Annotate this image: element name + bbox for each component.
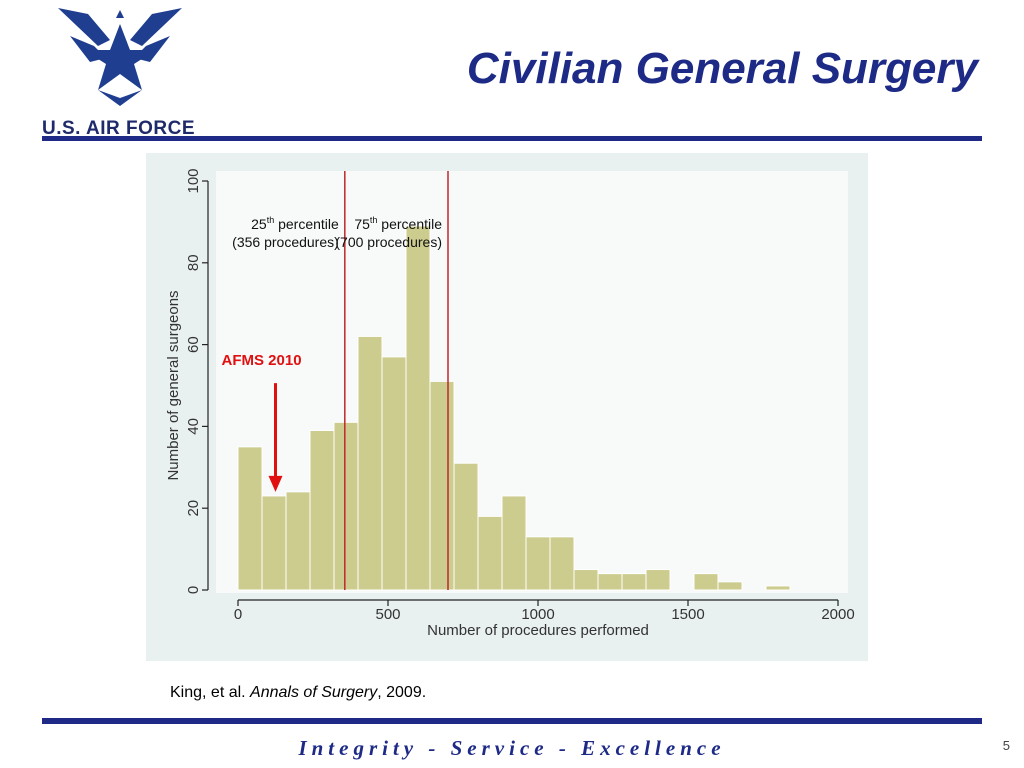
histogram-bar — [573, 569, 599, 591]
y-axis-label: Number of general surgeons — [165, 290, 182, 480]
percentile-value-label: (700 procedures) — [335, 234, 442, 250]
y-tick-label: 80 — [185, 254, 202, 271]
x-tick-label: 0 — [234, 606, 242, 623]
page-number: 5 — [1002, 738, 1010, 753]
histogram-bar — [237, 446, 263, 591]
citation-year: , 2009. — [377, 684, 427, 701]
citation-journal: Annals of Surgery — [250, 684, 378, 701]
histogram-chart: 25th percentile (356 procedures) 75th perc… — [165, 168, 855, 639]
percentile-value-label: (356 procedures) — [232, 234, 339, 250]
x-tick-label: 1500 — [671, 606, 704, 623]
histogram-bar — [429, 380, 455, 591]
histogram-bar — [765, 585, 791, 591]
percentile-label: 25th percentile — [251, 215, 339, 232]
x-tick-label: 500 — [375, 606, 400, 623]
air-force-wings-emblem-icon — [58, 8, 182, 106]
footer-motto: Integrity - Service - Excellence — [298, 736, 726, 760]
histogram-bar — [597, 573, 623, 591]
x-tick-label: 2000 — [821, 606, 854, 623]
percentile-label: 75th percentile — [354, 215, 442, 232]
footer-divider — [42, 718, 982, 724]
histogram-bar — [549, 536, 575, 591]
afms-arrow-head — [268, 475, 283, 492]
afms-annotation-label: AFMS 2010 — [222, 352, 302, 369]
histogram-bar — [501, 495, 527, 591]
histogram-bar — [261, 495, 287, 591]
x-tick-label: 1000 — [521, 606, 554, 623]
page-title: Civilian General Surgery — [466, 44, 978, 93]
y-tick-label: 0 — [185, 586, 202, 594]
y-tick-label: 40 — [185, 418, 202, 435]
histogram-bar — [285, 491, 311, 591]
header-divider — [42, 136, 982, 141]
citation-authors: King, et al. — [170, 684, 251, 701]
histogram-bar — [621, 573, 647, 591]
histogram-bar — [453, 462, 479, 591]
chart-panel: 25th percentile (356 procedures) 75th perc… — [146, 153, 868, 661]
histogram-bar — [381, 356, 407, 591]
histogram-bar — [693, 573, 719, 591]
y-tick-label: 60 — [185, 336, 202, 353]
y-tick-label: 20 — [185, 500, 202, 517]
histogram-bar — [525, 536, 551, 591]
histogram-bar — [645, 569, 671, 591]
histogram-bar — [333, 421, 359, 591]
histogram-bar — [357, 335, 383, 591]
histogram-bar — [309, 429, 335, 591]
y-tick-label: 100 — [185, 168, 202, 193]
histogram-bar — [405, 225, 431, 591]
logo-text: U.S. AIR FORCE — [42, 118, 196, 139]
x-axis-label: Number of procedures performed — [427, 622, 649, 639]
histogram-bar — [477, 515, 503, 591]
air-force-logo: U.S. AIR FORCE — [38, 6, 202, 139]
histogram-bar — [717, 581, 743, 591]
citation: King, et al. Annals of Surgery, 2009. — [170, 684, 426, 702]
